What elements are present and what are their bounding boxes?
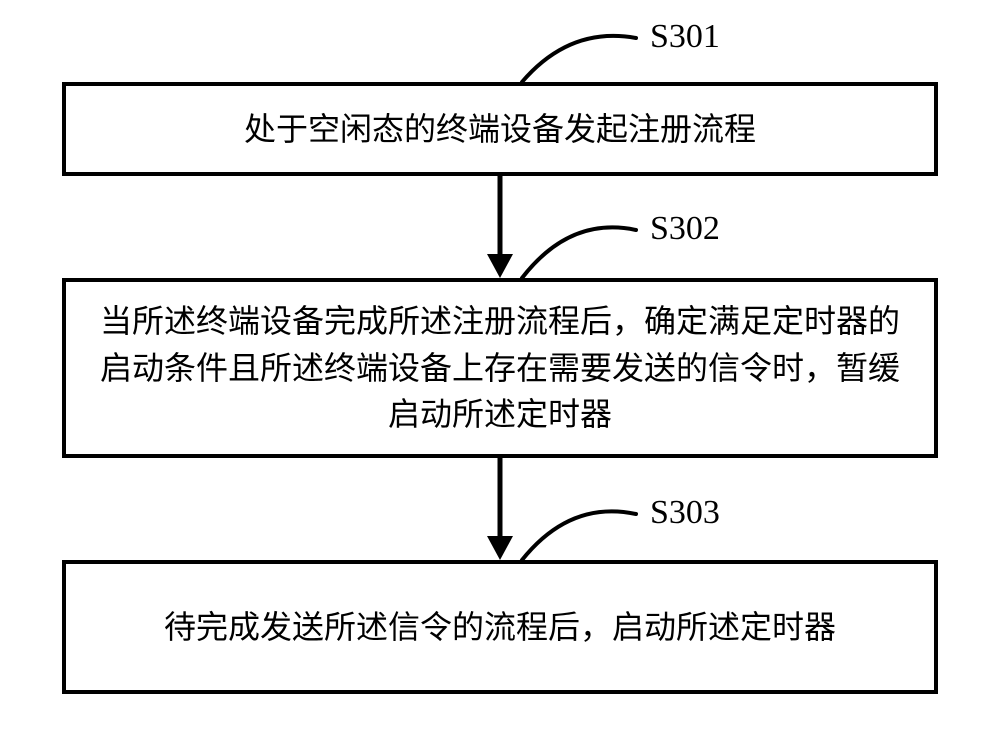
flow-node-s302: 当所述终端设备完成所述注册流程后，确定满足定时器的启动条件且所述终端设备上存在需… <box>62 278 938 458</box>
step-label-s303: S303 <box>650 494 720 532</box>
flow-node-s301: 处于空闲态的终端设备发起注册流程 <box>62 82 938 176</box>
flow-node-s303-text: 待完成发送所述信令的流程后，启动所述定时器 <box>66 604 934 650</box>
flowchart-canvas: 处于空闲态的终端设备发起注册流程 当所述终端设备完成所述注册流程后，确定满足定时… <box>0 0 1000 740</box>
step-label-s302: S302 <box>650 210 720 248</box>
flow-node-s301-text: 处于空闲态的终端设备发起注册流程 <box>66 106 934 152</box>
step-label-s301: S301 <box>650 18 720 56</box>
flow-node-s302-text: 当所述终端设备完成所述注册流程后，确定满足定时器的启动条件且所述终端设备上存在需… <box>66 298 934 437</box>
flow-node-s303: 待完成发送所述信令的流程后，启动所述定时器 <box>62 560 938 694</box>
